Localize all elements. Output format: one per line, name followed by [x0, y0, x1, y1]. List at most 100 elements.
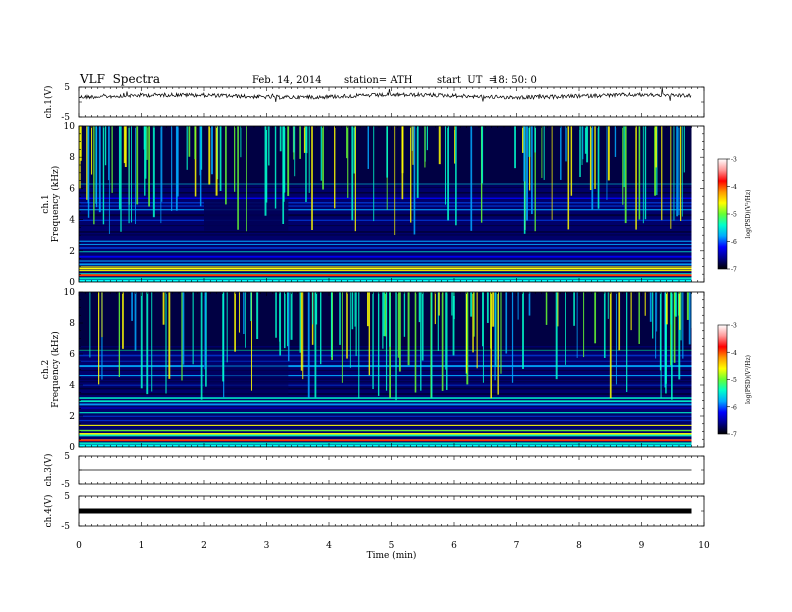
- sferic: [656, 292, 658, 332]
- sferic: [426, 126, 428, 151]
- freq-band: [79, 219, 692, 221]
- sferic: [120, 126, 122, 232]
- sferic: [437, 292, 439, 351]
- sferic: [305, 126, 307, 202]
- sferic: [140, 292, 143, 389]
- sferic: [541, 126, 543, 179]
- sferic: [401, 126, 404, 200]
- sferic: [618, 292, 621, 351]
- freq-band: [79, 266, 692, 268]
- no-data: [691, 292, 704, 447]
- sferic: [186, 126, 188, 170]
- sferic: [222, 292, 225, 382]
- sferic: [303, 126, 306, 153]
- sferic: [124, 126, 127, 168]
- xtick-label: 9: [639, 541, 645, 551]
- sferic: [98, 292, 100, 385]
- sferic: [560, 126, 562, 180]
- sferic: [671, 292, 673, 400]
- sferic: [246, 126, 247, 232]
- sferic: [452, 292, 455, 356]
- sferic: [398, 292, 401, 372]
- sferic: [386, 126, 389, 178]
- sferic: [286, 292, 289, 347]
- sferic: [366, 292, 369, 327]
- xtick-label: 4: [326, 541, 332, 551]
- sferic: [102, 126, 105, 225]
- colorbar-tick-label: -6: [731, 404, 737, 411]
- sferic: [679, 292, 681, 330]
- sferic: [368, 292, 371, 376]
- sferic: [355, 292, 357, 356]
- sferic: [609, 292, 612, 399]
- sferic: [395, 292, 397, 401]
- sferic: [454, 126, 456, 164]
- axis-label: ch.1(V): [43, 86, 54, 119]
- freq-band: [79, 201, 692, 204]
- sferic: [86, 126, 88, 200]
- xtick-label: 0: [76, 541, 82, 551]
- sferic: [199, 126, 202, 207]
- sferic: [136, 126, 139, 205]
- sferic: [89, 292, 91, 358]
- sferic: [128, 126, 130, 224]
- sferic: [194, 126, 196, 160]
- sferic: [652, 292, 654, 339]
- sferic: [642, 126, 644, 224]
- freq-band: [79, 433, 692, 435]
- sferic: [319, 292, 322, 365]
- sferic: [678, 126, 680, 216]
- ytick-label: 4: [69, 216, 75, 226]
- sferic: [300, 292, 303, 371]
- sferic: [279, 126, 282, 152]
- ytick-label: 0: [69, 278, 75, 288]
- sferic: [545, 292, 548, 325]
- sferic: [626, 292, 628, 392]
- panel-frame-0: [78, 86, 705, 118]
- sferic: [256, 292, 259, 340]
- freq-band: [79, 412, 692, 414]
- freq-band: [79, 277, 692, 280]
- sferic: [243, 292, 245, 335]
- sferic: [676, 126, 679, 217]
- freq-band: [79, 400, 692, 403]
- sferic: [385, 292, 388, 391]
- xtick-label: 10: [698, 541, 710, 551]
- sferic: [654, 126, 657, 196]
- ytick-label: 6: [69, 350, 75, 360]
- sferic: [680, 292, 682, 341]
- sferic: [511, 292, 514, 383]
- sferic: [644, 126, 647, 220]
- sferic: [283, 126, 285, 202]
- sferic: [447, 126, 450, 221]
- sferic: [494, 292, 496, 381]
- sferic: [131, 126, 132, 223]
- sferic: [315, 292, 318, 325]
- xtick-label: 2: [201, 541, 207, 551]
- axes-layer: [78, 86, 730, 527]
- sferic: [151, 292, 153, 392]
- freq-band: [79, 365, 692, 368]
- sferic: [514, 126, 516, 169]
- sferic: [162, 292, 165, 325]
- freq-band: [79, 374, 692, 377]
- sferic: [420, 292, 422, 391]
- freq-band: [79, 225, 692, 227]
- sferic: [373, 126, 375, 222]
- sferic: [526, 126, 528, 221]
- sferic: [607, 292, 609, 319]
- xtick-label: 1: [139, 541, 145, 551]
- sferic: [597, 126, 600, 209]
- sferic: [118, 126, 121, 210]
- colorbar-tick-label: -3: [731, 157, 737, 164]
- sferic: [188, 126, 191, 157]
- sferic: [655, 126, 657, 168]
- sferic: [354, 126, 356, 232]
- sferic: [200, 292, 203, 400]
- sferic: [80, 126, 82, 161]
- sferic: [683, 126, 685, 173]
- freq-band: [79, 260, 692, 262]
- sferic: [240, 126, 242, 158]
- sferic: [389, 292, 391, 347]
